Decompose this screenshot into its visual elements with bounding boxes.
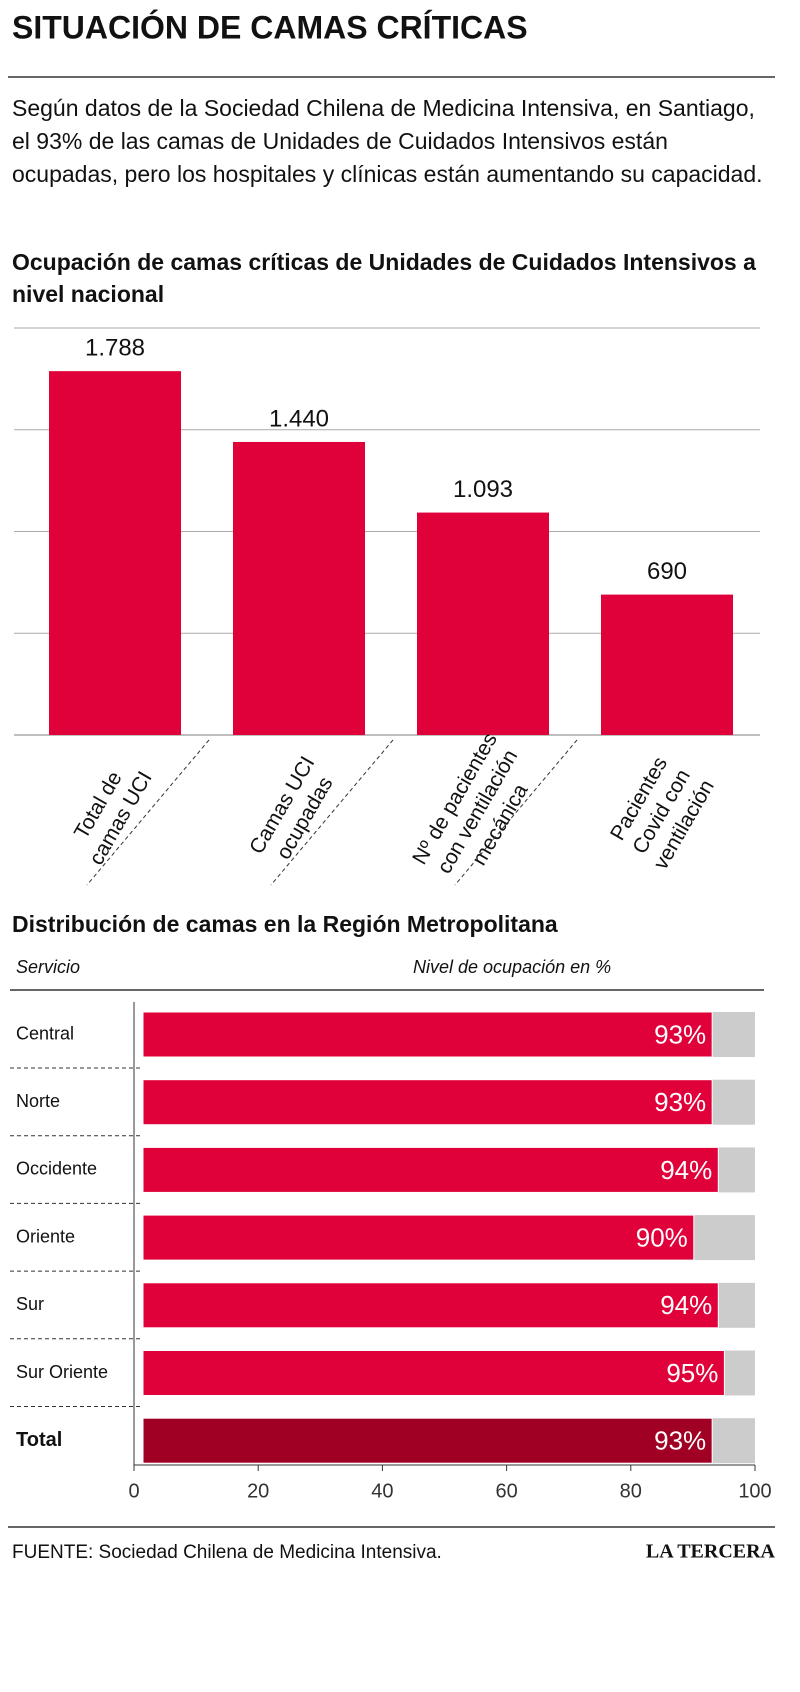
intro-box: Según datos de la Sociedad Chilena de Me… <box>12 95 763 187</box>
bar <box>142 1350 725 1396</box>
column-header: Nivel de ocupación en % <box>413 957 611 977</box>
value-label: 1.440 <box>269 405 329 432</box>
category-label: Sur <box>16 1294 44 1314</box>
source: FUENTE: Sociedad Chilena de Medicina Int… <box>12 1542 442 1563</box>
x-tick-label: 80 <box>620 1480 642 1502</box>
category-label: Norte <box>16 1091 60 1111</box>
category-label: Total decamas UCI <box>62 754 156 868</box>
bar <box>142 1079 713 1126</box>
value-label: 93% <box>654 1087 706 1117</box>
bar <box>233 441 365 735</box>
brand: LA TERCERA <box>646 1541 776 1563</box>
category-label: Camas UCIocupadas <box>245 752 342 870</box>
category-label: Nº de pacientescon ventilaciónmecánica <box>408 729 547 894</box>
x-tick-label: 20 <box>247 1480 269 1502</box>
category-label: Sur Oriente <box>16 1362 108 1382</box>
value-label: 93% <box>654 1019 706 1049</box>
x-tick-label: 60 <box>495 1480 517 1502</box>
column-header: Servicio <box>16 957 80 977</box>
category-label-group: Nº de pacientescon ventilaciónmecánica <box>408 729 547 894</box>
separator <box>270 739 394 886</box>
bar <box>601 594 733 735</box>
value-label: 690 <box>647 558 687 585</box>
chart-title-box: Ocupación de camas críticas de Unidades … <box>12 249 756 307</box>
separator <box>454 739 578 886</box>
bar <box>142 1282 719 1329</box>
value-label: 1.093 <box>453 476 513 503</box>
value-label: 94% <box>660 1155 712 1185</box>
separator <box>86 739 210 886</box>
bar <box>142 1214 695 1261</box>
intro: Según datos de la Sociedad Chilena de Me… <box>12 95 763 187</box>
category-label-group: Camas UCIocupadas <box>245 752 342 870</box>
category-label: Total <box>16 1429 62 1451</box>
value-label: 93% <box>654 1426 706 1456</box>
x-tick-label: 100 <box>738 1480 771 1502</box>
value-label: 90% <box>636 1222 688 1252</box>
category-label-group: Total decamas UCI <box>62 754 157 868</box>
value-label: 1.788 <box>85 334 145 361</box>
bar <box>142 1417 713 1464</box>
bar <box>142 1146 719 1193</box>
category-label: Central <box>16 1023 74 1043</box>
x-tick-label: 40 <box>371 1480 393 1502</box>
page-title: SITUACIÓN DE CAMAS CRÍTICAS <box>12 9 528 45</box>
category-label: PacientesCovid conventilación <box>604 750 719 873</box>
chart-title: Ocupación de camas críticas de Unidades … <box>12 249 756 307</box>
bar <box>49 371 181 735</box>
category-label: Oriente <box>16 1226 75 1246</box>
chart-title: Distribución de camas en la Región Metro… <box>12 911 558 937</box>
bar <box>142 1011 713 1058</box>
x-tick-label: 0 <box>128 1480 139 1502</box>
category-label: Occidente <box>16 1159 97 1179</box>
category-label-group: PacientesCovid conventilación <box>604 750 719 873</box>
value-label: 95% <box>666 1358 718 1388</box>
bar <box>417 512 549 735</box>
value-label: 94% <box>660 1290 712 1320</box>
